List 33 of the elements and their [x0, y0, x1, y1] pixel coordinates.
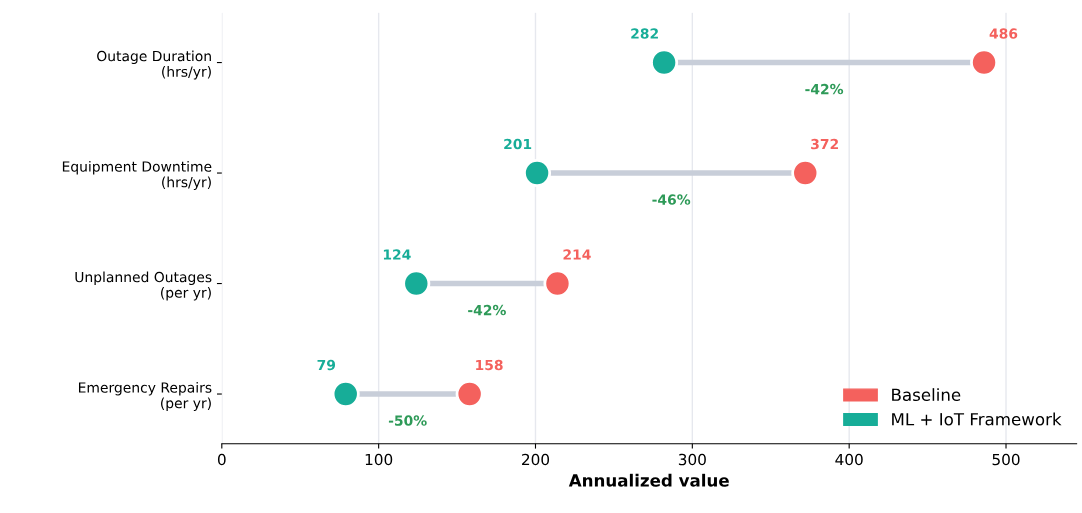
point: [650, 48, 679, 77]
point: [791, 159, 820, 188]
annotation: -46%: [652, 194, 691, 205]
x-tick-label: 100: [365, 453, 393, 466]
data-label: 372: [811, 138, 838, 150]
data-label: 79: [317, 359, 336, 371]
point: [543, 269, 572, 298]
x-tick-label: 200: [522, 453, 550, 466]
annotation: -42%: [805, 83, 844, 95]
y-tick-label: Equipment Downtime (hrs/yr): [62, 161, 212, 191]
point: [455, 380, 484, 409]
legend-label: ML + IoT Framework: [892, 412, 1062, 426]
x-tick-label: 500: [992, 453, 1020, 466]
data-label: 158: [476, 359, 503, 371]
x-axis-title: Annualized value: [568, 473, 729, 487]
x-tick-label: 400: [835, 453, 863, 466]
y-tick-label: Unplanned Outages (per yr): [75, 271, 212, 301]
x-tick-label: 300: [678, 453, 706, 466]
x-tick-label: 0: [217, 453, 226, 466]
legend-label: Baseline: [892, 388, 961, 402]
annotation: -42%: [468, 304, 506, 316]
y-tick-label: Outage Duration (hrs/yr): [97, 50, 211, 80]
data-label: 486: [989, 28, 1018, 39]
data-label: 282: [631, 28, 658, 39]
point: [523, 159, 552, 188]
data-label: 124: [383, 249, 411, 260]
point: [331, 380, 360, 409]
data-label: 201: [504, 138, 532, 150]
point: [402, 269, 431, 298]
point: [970, 48, 999, 77]
data-label: 214: [563, 249, 591, 260]
annotation: -50%: [388, 415, 427, 426]
y-tick-label: Emergency Repairs (per yr): [78, 382, 212, 412]
